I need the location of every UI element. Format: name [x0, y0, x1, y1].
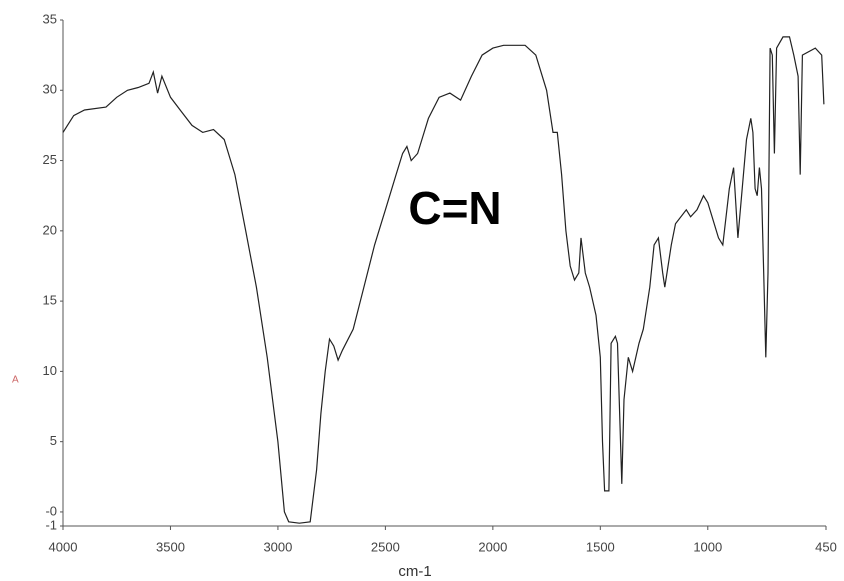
y-tick-label: 5 — [50, 433, 57, 448]
x-tick-label: 1000 — [693, 539, 722, 554]
y-tick-label: 25 — [43, 152, 57, 167]
y-axis-label: A — [12, 375, 19, 386]
x-tick-label: 2500 — [371, 539, 400, 554]
x-tick-label: 1500 — [586, 539, 615, 554]
annotation: C=N — [408, 182, 501, 234]
x-tick-label: 2000 — [478, 539, 507, 554]
x-tick-label: 3500 — [156, 539, 185, 554]
y-tick-label: -1 — [45, 517, 57, 532]
y-tick-label: -0 — [45, 503, 57, 518]
x-tick-label: 3000 — [263, 539, 292, 554]
x-axis-label: cm-1 — [398, 563, 431, 580]
spectrum-line — [62, 36, 825, 524]
y-tick-label: 35 — [43, 11, 57, 26]
x-tick-label: 4000 — [49, 539, 78, 554]
y-tick-label: 20 — [43, 222, 57, 237]
x-tick-label: 450 — [815, 539, 837, 554]
y-tick-label: 30 — [43, 82, 57, 97]
y-tick-label: 10 — [43, 363, 57, 378]
y-tick-label: 15 — [43, 293, 57, 308]
